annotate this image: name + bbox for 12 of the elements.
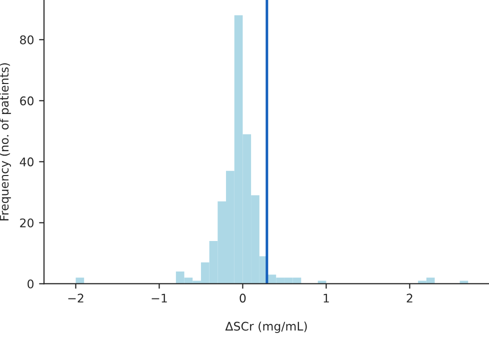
- y-tick-label: 0: [28, 279, 34, 288]
- y-tick-label: 60: [20, 96, 34, 106]
- x-tick-label: 0: [240, 294, 246, 303]
- x-tick-label: −2: [68, 294, 84, 302]
- y-axis-title: Frequency (no. of patients): [0, 63, 11, 220]
- y-tick-label: 20: [20, 218, 34, 228]
- x-tick-label: 1: [324, 294, 329, 302]
- y-tick-label: 40: [20, 157, 34, 166]
- x-tick-label: −1: [152, 294, 167, 302]
- x-axis-title: ΔSCr (mg/mL): [225, 322, 307, 333]
- y-tick-label: 80: [20, 35, 34, 44]
- x-tick-label: 2: [406, 294, 412, 302]
